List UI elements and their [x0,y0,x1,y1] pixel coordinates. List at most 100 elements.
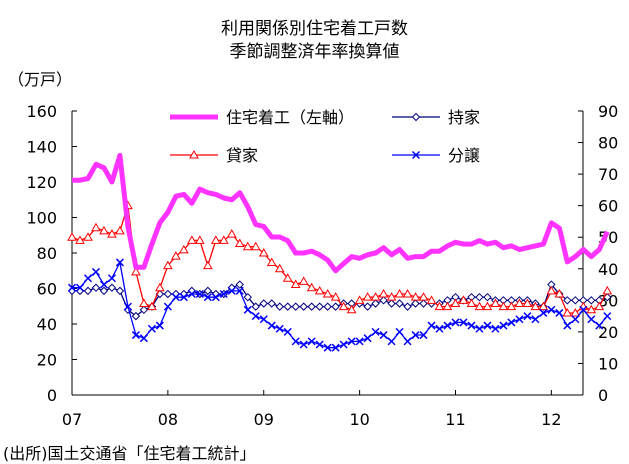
series-point [338,301,349,311]
series-point [99,286,109,296]
series-line [72,152,610,274]
series-point [355,337,364,346]
series-point [346,304,357,314]
series-point [75,283,85,292]
right-tick-label: 80 [598,134,618,153]
series-point [363,302,372,311]
series-point [498,301,509,311]
series-point [75,235,85,244]
series-point [155,321,164,330]
right-tick-label: 0 [598,386,608,405]
series-point [67,232,77,241]
series-point [99,225,109,235]
series-point [403,302,412,311]
series-point [347,337,356,346]
series-point [171,293,180,302]
series-point [603,312,612,321]
series-point [187,289,196,299]
series-point [275,302,284,311]
series-point [163,289,173,299]
source-note: (出所)国土交通省「住宅着工統計」 [3,444,256,463]
series-point [107,229,117,238]
series-point [195,289,204,299]
series-point [155,282,165,292]
series-point [419,299,428,308]
series-point [459,318,468,327]
right-tick-label: 10 [598,354,618,373]
series-point [235,280,244,289]
x-tick-label: 07 [62,410,82,429]
left-tick-label: 0 [47,386,57,405]
series-point [91,222,101,232]
series-point [378,289,389,298]
series-point [267,299,276,308]
series-point [203,293,212,302]
right-tick-label: 90 [598,102,618,121]
series-point [386,292,397,301]
series-point [427,321,436,330]
series-point [299,302,308,311]
left-tick-label: 40 [37,315,57,334]
series-point [554,289,565,298]
series-point [547,305,556,314]
series-point [579,305,588,314]
series-point [315,302,324,311]
series-point [331,343,340,352]
series-point [411,299,420,308]
series-point [435,324,444,333]
series-point [363,334,372,343]
series-point [419,331,428,340]
series-point [179,293,188,302]
series-point [91,283,101,292]
series-point [306,282,317,292]
x-tick-label: 11 [445,410,465,429]
series-point [531,315,540,324]
series-point [587,296,596,305]
series-point [586,304,597,314]
series-point [451,318,460,327]
series-point [210,235,221,244]
series-point [418,292,429,301]
series-point [163,260,173,270]
series-point [379,331,388,340]
series-point [490,298,501,307]
right-tick-label: 20 [598,323,618,342]
left-tick-label: 140 [26,138,57,157]
left-tick-label: 100 [26,209,57,228]
series-point [602,285,613,295]
series-point [115,286,125,296]
series-point [506,301,517,311]
series-point [115,258,124,267]
series-point [283,302,292,311]
x-tick-label: 12 [541,410,561,429]
series-point [491,324,500,333]
right-tick-label: 60 [598,197,618,216]
series-point [91,267,100,276]
series-point [202,260,213,270]
series-point [163,302,172,311]
series-point [330,292,341,301]
series-point [131,311,141,321]
series-point [515,315,524,324]
series-point [387,337,396,346]
series-point [426,295,437,304]
series-point [411,331,420,340]
series-point [379,296,388,305]
series-point [523,312,532,321]
series-point [171,251,181,260]
series-point [563,321,572,330]
series-point [203,286,213,296]
right-tick-label: 70 [598,165,618,184]
series-point [123,302,132,311]
series-point [282,273,293,282]
series-point [387,299,396,308]
chart-subtitle: 季節調整済年率換算値 [229,42,400,62]
series-point [563,296,572,305]
series-point [315,340,324,349]
series-point [483,321,492,330]
legend-marker [411,112,421,122]
series-point [571,296,580,305]
series-point [595,321,604,330]
series-point [274,263,285,273]
series-point [211,293,220,302]
